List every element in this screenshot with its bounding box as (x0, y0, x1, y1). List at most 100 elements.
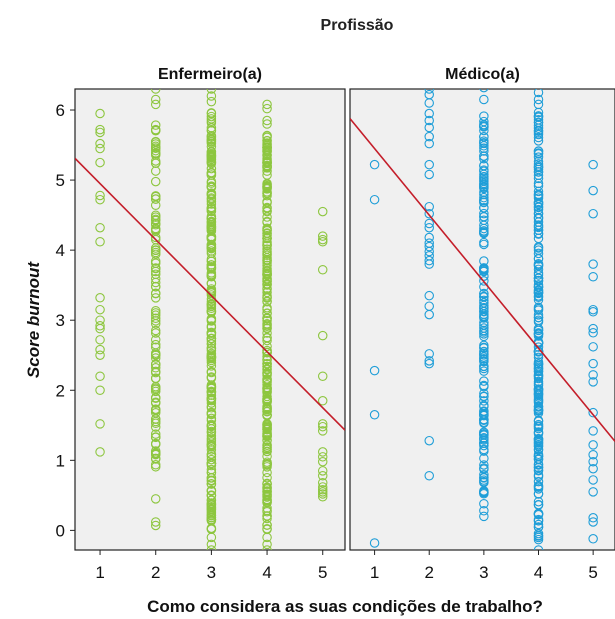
data-point (206, 398, 217, 408)
data-point (479, 453, 489, 464)
data-point (479, 366, 489, 376)
data-point (150, 405, 161, 415)
data-point (150, 310, 161, 320)
data-point (206, 355, 217, 366)
panel-label: Médico(a) (445, 66, 520, 83)
data-point (262, 269, 272, 280)
data-point (206, 407, 217, 418)
data-point (533, 287, 544, 298)
data-point (262, 223, 272, 234)
data-point (479, 125, 489, 136)
data-point (588, 342, 598, 352)
data-point (150, 143, 161, 153)
data-point (95, 335, 105, 345)
data-point (479, 311, 489, 321)
data-point (206, 284, 217, 294)
data-point (262, 115, 272, 126)
x-tick-label: 3 (479, 563, 488, 582)
data-point (150, 223, 161, 234)
data-point (206, 352, 217, 362)
data-point (262, 406, 272, 417)
data-point (206, 234, 217, 245)
data-point (533, 221, 544, 232)
data-point (317, 489, 328, 499)
data-point (206, 111, 217, 122)
data-point (533, 315, 544, 326)
data-point (479, 463, 489, 473)
data-point (479, 146, 489, 156)
data-point (533, 421, 544, 431)
data-point (150, 191, 161, 202)
data-point (317, 456, 328, 467)
data-point (533, 107, 544, 118)
fit-line (350, 118, 615, 442)
data-point (479, 276, 489, 286)
data-point (150, 226, 161, 236)
data-point (317, 452, 328, 462)
data-point (95, 124, 105, 135)
data-point (479, 192, 489, 203)
data-point (588, 307, 598, 317)
data-point (317, 482, 328, 492)
data-point (206, 495, 217, 506)
data-point (424, 159, 434, 170)
data-point (262, 263, 272, 274)
x-tick-label: 2 (151, 563, 160, 582)
data-point (95, 108, 105, 119)
data-point (588, 513, 598, 523)
data-point (206, 213, 217, 224)
data-point (424, 122, 434, 133)
data-point (206, 516, 217, 526)
data-point (479, 304, 489, 314)
data-point (533, 132, 544, 143)
data-point (424, 169, 434, 180)
data-point (206, 138, 217, 149)
data-point (479, 325, 489, 336)
data-point (206, 501, 217, 512)
data-point (262, 150, 272, 160)
data-point (150, 325, 161, 336)
data-point (262, 429, 272, 439)
data-point (479, 356, 489, 366)
data-point (533, 242, 544, 252)
data-point (533, 394, 544, 404)
data-point (479, 499, 489, 509)
data-point (262, 132, 272, 143)
data-point (533, 433, 544, 444)
data-point (479, 433, 489, 443)
data-point (424, 218, 434, 229)
data-point (533, 310, 544, 320)
data-point (533, 390, 544, 401)
data-point (95, 236, 105, 247)
data-point (424, 138, 434, 149)
data-point (262, 403, 272, 414)
data-point (533, 366, 544, 376)
data-point (479, 180, 489, 190)
data-point (533, 152, 544, 162)
data-point (317, 447, 328, 457)
data-point (206, 278, 217, 289)
data-point (95, 323, 105, 334)
data-point (95, 447, 105, 457)
x-axis-label: Como considera as suas condições de trab… (147, 597, 543, 616)
data-point (262, 370, 272, 381)
data-point (533, 489, 544, 499)
data-point (479, 197, 489, 208)
y-axis-label: Score burnout (24, 261, 43, 379)
data-point (150, 363, 161, 373)
data-point (369, 410, 380, 420)
data-point (150, 281, 161, 292)
data-point (262, 345, 272, 356)
data-point (533, 117, 544, 128)
data-point (206, 330, 217, 340)
data-point (479, 239, 489, 250)
data-point (206, 163, 217, 174)
data-point (588, 407, 598, 418)
data-point (479, 111, 489, 121)
data-point (479, 143, 489, 153)
data-point (479, 427, 489, 437)
data-point (262, 394, 272, 404)
data-point (317, 470, 328, 481)
data-point (588, 328, 598, 338)
data-point (588, 358, 598, 369)
